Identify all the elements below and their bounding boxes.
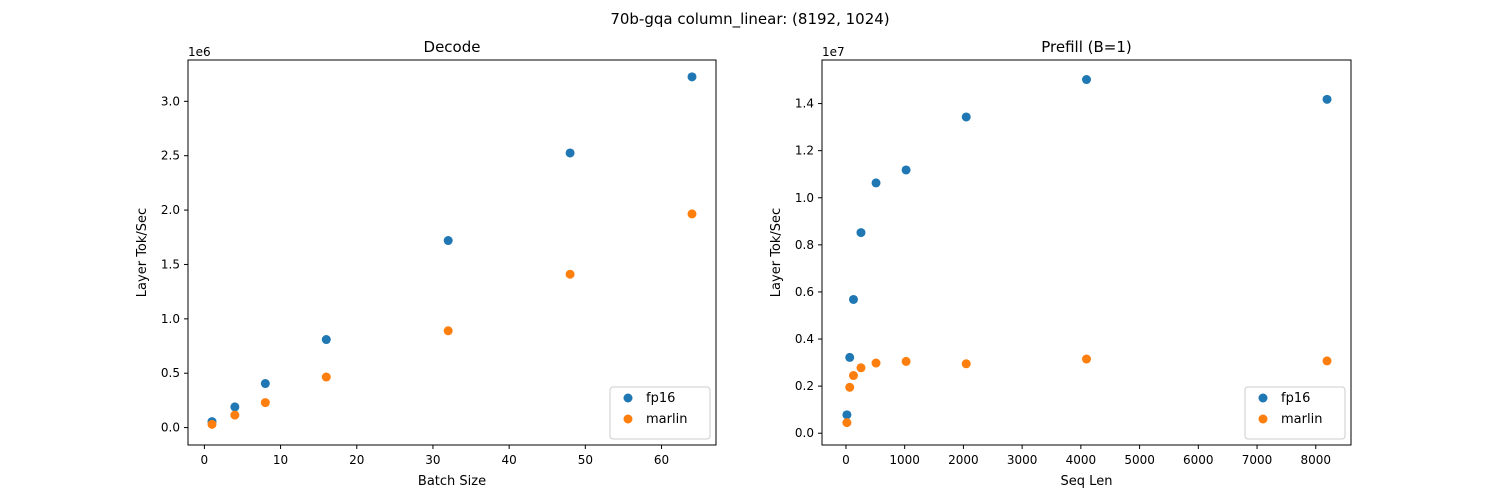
decode-y-tick-label: 0.0	[161, 421, 180, 435]
prefill-fp16-point	[856, 228, 866, 238]
prefill-legend	[1244, 386, 1346, 440]
decode-marlin-point	[230, 410, 240, 420]
prefill-marlin-point	[842, 418, 852, 428]
decode-x-tick-label: 20	[349, 453, 364, 467]
prefill-x-tick-label: 2000	[948, 453, 979, 467]
prefill-x-tick-label: 6000	[1183, 453, 1214, 467]
prefill-marlin-point	[845, 382, 855, 392]
prefill-panel: Prefill (B=1) 0 1000 2000 3000 4000 5000 6000 70…	[769, 38, 1352, 489]
decode-fp16-point	[321, 335, 331, 345]
prefill-y-axis-label: Layer Tok/Sec	[769, 208, 784, 297]
decode-axes-frame	[187, 59, 717, 446]
prefill-fp16-point	[1322, 94, 1332, 104]
prefill-y-tick-label: 1.0	[795, 191, 814, 205]
decode-marlin-point	[687, 209, 697, 219]
decode-panel: Decode 0 10 20 30 40 50 60 0.0 0.5 1.0 1.5 2.0 2.5 3.0…	[135, 38, 717, 489]
prefill-x-tick-label: 3000	[1007, 453, 1038, 467]
prefill-legend-label-fp16: fp16	[1281, 391, 1310, 406]
prefill-marlin-point	[871, 358, 881, 368]
decode-x-tick-label: 10	[273, 453, 288, 467]
prefill-x-tick-label: 7000	[1242, 453, 1273, 467]
decode-y-tick-label: 3.0	[161, 94, 180, 108]
prefill-y-tick-label: 0.0	[795, 426, 814, 440]
decode-legend-marker-marlin	[623, 414, 633, 424]
prefill-marlin-point	[961, 359, 971, 369]
decode-legend-label-marlin: marlin	[646, 412, 687, 427]
prefill-legend-label-marlin: marlin	[1281, 412, 1322, 427]
prefill-y-tick-label: 1.4	[795, 97, 814, 111]
prefill-fp16-point	[845, 352, 855, 362]
decode-marlin-point	[260, 398, 270, 408]
decode-y-offset-label: 1e6	[188, 45, 211, 59]
decode-legend-marker-fp16	[623, 393, 633, 403]
prefill-x-tick-label: 8000	[1300, 453, 1331, 467]
prefill-y-tick-label: 0.8	[795, 238, 814, 252]
prefill-y-offset-label: 1e7	[822, 45, 845, 59]
prefill-marlin-point	[848, 371, 858, 381]
decode-title: Decode	[424, 38, 481, 56]
prefill-marlin-point	[901, 356, 911, 366]
prefill-x-tick-label: 4000	[1066, 453, 1097, 467]
decode-y-tick-label: 2.5	[161, 149, 180, 163]
prefill-y-tick-label: 0.2	[795, 379, 814, 393]
prefill-legend-marker-fp16	[1258, 393, 1268, 403]
decode-fp16-point	[260, 379, 270, 389]
prefill-marlin-point	[1322, 356, 1332, 366]
decode-marlin-point	[207, 419, 217, 429]
prefill-marlin-point	[1082, 354, 1091, 364]
prefill-legend-marker-marlin	[1258, 414, 1268, 424]
decode-legend-label-fp16: fp16	[646, 391, 675, 406]
prefill-title: Prefill (B=1)	[1041, 38, 1132, 56]
decode-marlin-point	[443, 326, 453, 336]
decode-x-axis-label: Batch Size	[418, 474, 486, 489]
decode-y-axis-label: Layer Tok/Sec	[135, 208, 150, 297]
decode-marlin-point	[321, 372, 331, 382]
prefill-x-axis-label: Seq Len	[1061, 474, 1113, 489]
prefill-fp16-point	[1082, 75, 1091, 85]
prefill-fp16-point	[848, 294, 858, 304]
decode-marlin-point	[565, 269, 575, 279]
decode-y-tick-label: 1.0	[161, 312, 180, 326]
decode-x-tick-label: 40	[502, 453, 517, 467]
prefill-fp16-point	[871, 178, 881, 188]
decode-x-tick-label: 60	[654, 453, 669, 467]
prefill-axes-frame	[821, 59, 1352, 446]
decode-x-tick-label: 30	[425, 453, 440, 467]
decode-x-tick-label: 0	[201, 453, 209, 467]
decode-fp16-point	[687, 72, 697, 82]
prefill-x-tick-label: 5000	[1124, 453, 1155, 467]
prefill-y-tick-label: 0.4	[795, 332, 814, 346]
prefill-fp16-point	[842, 410, 852, 420]
prefill-fp16-point	[901, 165, 911, 175]
decode-y-tick-label: 1.5	[161, 257, 180, 271]
prefill-fp16-point	[961, 112, 971, 122]
prefill-y-tick-label: 0.6	[795, 285, 814, 299]
decode-y-tick-label: 0.5	[161, 366, 180, 380]
prefill-x-tick-label: 0	[842, 453, 850, 467]
figure-title: 70b-gqa column_linear: (8192, 1024)	[610, 10, 889, 29]
decode-fp16-point	[443, 236, 453, 246]
prefill-marlin-point	[856, 363, 866, 373]
decode-legend	[609, 386, 711, 440]
prefill-y-tick-label: 1.2	[795, 144, 814, 158]
decode-y-tick-label: 2.0	[161, 203, 180, 217]
decode-fp16-point	[565, 148, 575, 158]
prefill-x-tick-label: 1000	[889, 453, 920, 467]
decode-x-tick-label: 50	[578, 453, 593, 467]
decode-fp16-point	[230, 402, 240, 412]
